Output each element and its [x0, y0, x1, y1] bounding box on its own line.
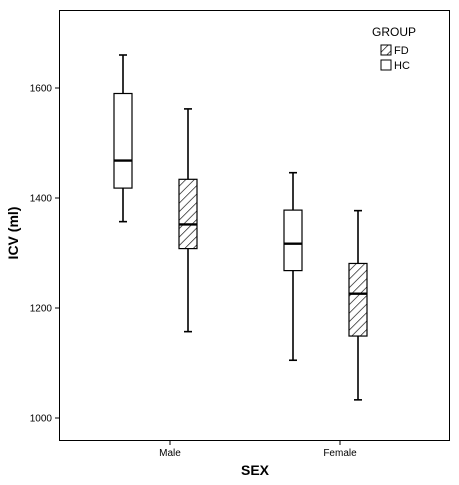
x-tick-label-female: Female — [323, 448, 357, 459]
y-tick-label: 1000 — [30, 414, 53, 425]
legend-swatch-hc — [380, 59, 392, 71]
y-axis-title: ICV (ml) — [5, 207, 21, 260]
box-fd-male — [178, 108, 198, 333]
box-fd-female — [348, 209, 368, 401]
legend-swatch-fd — [380, 44, 392, 56]
legend-label-fd: FD — [394, 45, 409, 57]
iqr-box — [178, 178, 198, 250]
box-hc-male — [113, 54, 133, 223]
legend: GROUP FD HC — [372, 25, 416, 72]
box-group — [113, 54, 368, 401]
x-tick-label-male: Male — [159, 448, 181, 459]
y-tick-label: 1400 — [30, 194, 53, 205]
y-tick-label: 1200 — [30, 304, 53, 315]
y-tick-label: 1600 — [30, 84, 53, 95]
plot-frame — [59, 10, 450, 441]
iqr-box — [113, 92, 133, 189]
x-axis-title: SEX — [241, 462, 270, 478]
iqr-box — [283, 209, 303, 272]
legend-label-hc: HC — [394, 60, 410, 72]
x-axis: Male Female — [159, 440, 357, 459]
box-hc-female — [283, 171, 303, 362]
y-axis: 1000 1200 1400 1600 — [30, 84, 60, 425]
iqr-box — [348, 262, 368, 337]
legend-title: GROUP — [372, 25, 416, 39]
